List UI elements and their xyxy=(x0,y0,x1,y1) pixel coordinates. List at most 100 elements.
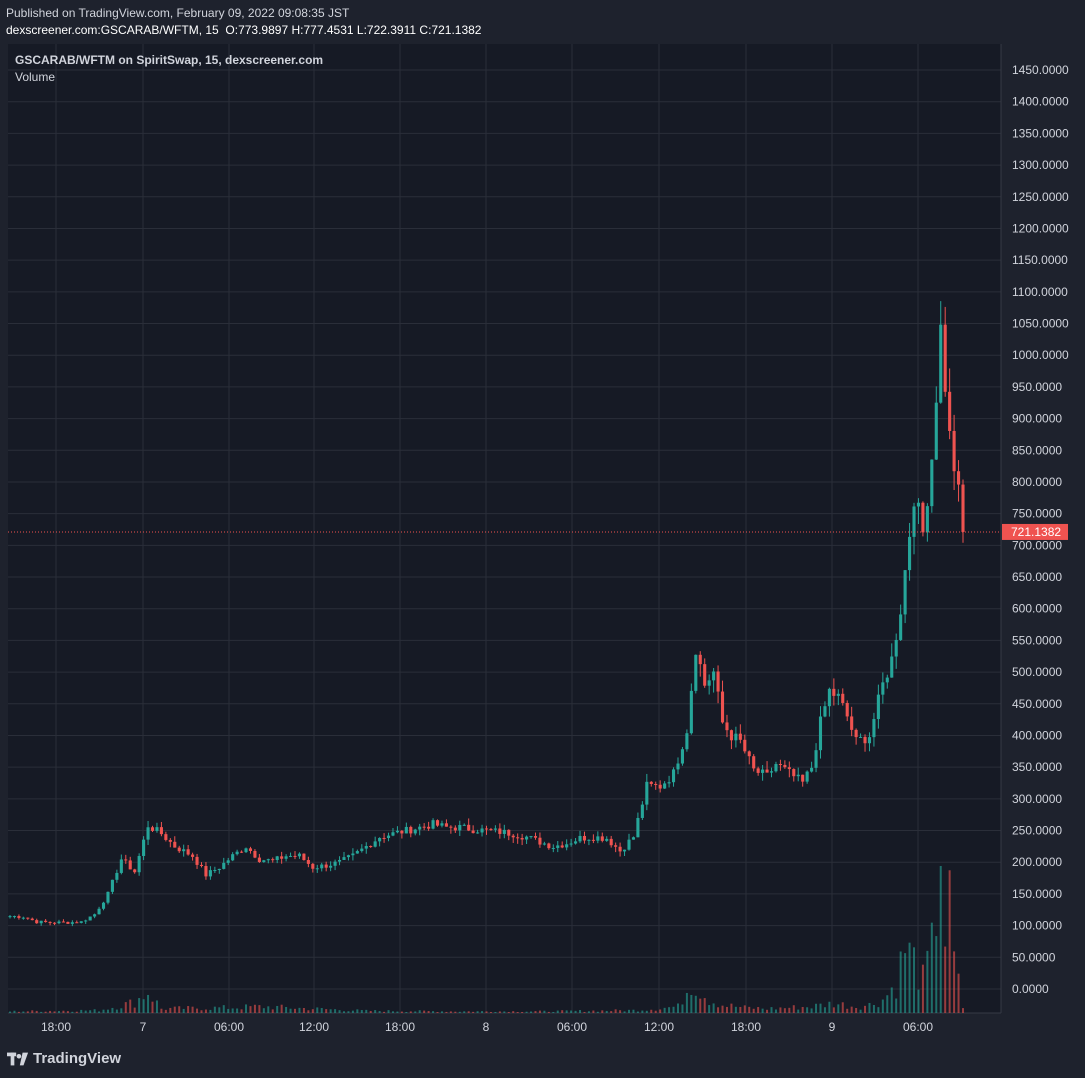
volume-bar xyxy=(935,936,938,1013)
volume-bar xyxy=(748,1006,751,1013)
volume-bar xyxy=(868,1002,871,1013)
candle-body xyxy=(471,830,475,834)
plot-area[interactable] xyxy=(8,44,1001,1013)
candle-body xyxy=(729,730,733,741)
candle-body xyxy=(280,856,284,859)
candle-body xyxy=(520,838,524,840)
candle-body xyxy=(137,855,141,873)
volume-bar xyxy=(725,1006,728,1013)
candle-body xyxy=(453,827,457,831)
volume-bar xyxy=(204,1009,207,1013)
published-info: Published on TradingView.com, February 0… xyxy=(6,6,350,20)
volume-bar xyxy=(574,1010,577,1013)
volume-bar xyxy=(196,1008,199,1013)
volume-bar xyxy=(93,1009,96,1013)
candle-body xyxy=(61,921,65,923)
volume-bar xyxy=(467,1011,470,1013)
candle-body xyxy=(698,654,702,665)
candle-body xyxy=(614,845,618,847)
candle-body xyxy=(79,921,83,923)
candle-body xyxy=(756,768,760,773)
volume-bar xyxy=(788,1007,791,1013)
candle-body xyxy=(133,869,137,873)
volume-bar xyxy=(570,1010,573,1013)
candle-body xyxy=(507,829,511,836)
volume-bar xyxy=(102,1009,105,1013)
volume-bar xyxy=(913,947,916,1013)
volume-bar xyxy=(285,1006,288,1013)
candle-body xyxy=(435,820,440,826)
candle-body xyxy=(418,826,422,830)
x-tick-label: 18:00 xyxy=(385,1020,415,1034)
candle-body xyxy=(355,851,359,854)
x-tick-label: 8 xyxy=(483,1020,490,1034)
candle-body xyxy=(890,656,894,678)
volume-bar xyxy=(294,1008,297,1013)
volume-bar xyxy=(904,953,907,1013)
volume-bar xyxy=(694,995,697,1013)
candle-body xyxy=(315,868,319,870)
candle-body xyxy=(725,722,729,731)
price-chart[interactable]: 1450.0000 1400.0000 1350.0000 1300.0000 1250… xyxy=(0,0,1085,1045)
volume-bar xyxy=(690,994,693,1013)
candle-body xyxy=(894,639,898,657)
candle-body xyxy=(75,922,79,924)
y-tick-label: 50.0000 xyxy=(1012,950,1056,964)
candle-body xyxy=(516,837,520,839)
candle-body xyxy=(57,921,61,924)
candle-body xyxy=(631,837,636,840)
volume-bar xyxy=(458,1011,461,1013)
candle-body xyxy=(908,536,912,571)
volume-bar xyxy=(253,1004,256,1013)
volume-bar xyxy=(850,1006,853,1013)
volume-bar xyxy=(35,1010,38,1013)
y-tick-label: 950.0000 xyxy=(1012,380,1062,394)
y-tick-label: 700.0000 xyxy=(1012,538,1062,552)
candle-body xyxy=(752,756,756,769)
volume-bar xyxy=(877,1007,880,1013)
candle-body xyxy=(191,854,195,857)
candle-body xyxy=(391,832,395,836)
volume-bar xyxy=(832,1007,835,1013)
candle-body xyxy=(150,827,155,831)
volume-bar xyxy=(302,1007,305,1013)
candle-body xyxy=(297,853,302,857)
candle-body xyxy=(311,863,315,869)
candle-body xyxy=(841,693,845,703)
volume-bar xyxy=(948,870,951,1013)
candle-body xyxy=(792,769,796,777)
candle-body xyxy=(320,864,324,869)
volume-bar xyxy=(227,1008,230,1013)
candle-body xyxy=(921,502,925,533)
volume-bar xyxy=(80,1009,83,1013)
candle-body xyxy=(912,506,916,537)
candle-body xyxy=(128,860,132,870)
candle-body xyxy=(720,691,725,723)
candle-body xyxy=(8,916,12,918)
candle-body xyxy=(618,846,622,852)
volume-bar xyxy=(668,1007,671,1013)
volume-bar xyxy=(770,1007,773,1013)
candle-body xyxy=(44,920,48,922)
volume-bar xyxy=(895,998,898,1013)
x-tick-label: 18:00 xyxy=(731,1020,761,1034)
volume-bar xyxy=(31,1010,34,1013)
volume-bar xyxy=(792,1005,795,1013)
volume-bar xyxy=(676,1003,679,1013)
volume-bar xyxy=(819,1003,822,1013)
volume-bar xyxy=(213,1006,216,1013)
volume-bar xyxy=(391,1011,394,1013)
candle-body xyxy=(97,908,101,915)
candle-body xyxy=(876,694,880,720)
candle-body xyxy=(769,771,774,773)
volume-bar xyxy=(663,1007,666,1013)
candle-body xyxy=(52,922,57,924)
volume-bar xyxy=(245,1004,248,1013)
volume-bar xyxy=(240,1009,243,1013)
candle-body xyxy=(164,834,168,840)
volume-bar xyxy=(921,964,924,1013)
candle-body xyxy=(493,828,497,830)
candle-body xyxy=(925,506,929,533)
volume-bar xyxy=(115,1009,118,1013)
volume-bar xyxy=(494,1012,497,1013)
